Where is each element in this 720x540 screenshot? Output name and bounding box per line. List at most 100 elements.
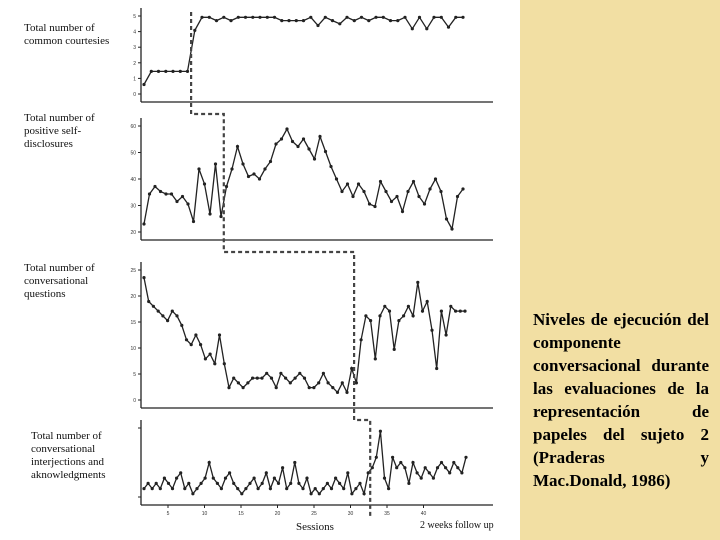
data-point (213, 162, 218, 166)
panel-4-series-line (143, 431, 467, 497)
data-point (435, 366, 439, 371)
data-point (236, 381, 240, 385)
y-tick-label: 5 (133, 372, 136, 378)
data-point (312, 157, 317, 161)
figure-caption: Niveles de ejecución del componente conv… (533, 310, 709, 490)
x-tick-label: 15 (238, 511, 244, 517)
data-point (460, 471, 464, 475)
data-point (309, 492, 313, 496)
data-point (251, 376, 255, 380)
data-point (199, 481, 203, 485)
data-point (422, 202, 427, 206)
data-point (289, 481, 293, 485)
data-point (323, 149, 328, 154)
data-point (312, 386, 316, 390)
data-point (431, 476, 435, 480)
x-tick-label: 40 (421, 511, 427, 517)
data-point (356, 182, 361, 186)
data-point (359, 338, 363, 342)
data-point (326, 381, 330, 385)
data-point (446, 25, 451, 29)
data-point (367, 202, 372, 206)
data-point (200, 15, 204, 19)
data-point (362, 189, 366, 194)
data-point (346, 471, 350, 475)
data-point (329, 164, 333, 169)
data-point (235, 144, 240, 149)
data-point (257, 177, 262, 181)
data-point (151, 304, 155, 308)
data-point (373, 357, 377, 361)
data-point (279, 137, 284, 141)
data-point (455, 194, 460, 199)
data-point (416, 280, 420, 284)
data-point (387, 309, 392, 313)
data-point (330, 19, 335, 23)
data-point (203, 357, 207, 361)
data-point (309, 15, 313, 19)
x-tick-label: 35 (384, 511, 390, 517)
x-axis-label: Sessions (296, 521, 334, 533)
data-point (458, 309, 462, 313)
data-point (345, 182, 350, 186)
data-point (175, 476, 179, 480)
data-point (403, 466, 407, 470)
data-point (425, 27, 429, 31)
data-point (313, 487, 317, 491)
data-point (280, 19, 284, 23)
data-point (454, 15, 458, 19)
data-point (169, 192, 174, 196)
data-point (272, 476, 276, 480)
panel-4-ylabel: Total number of conversational interject… (31, 430, 106, 481)
data-point (268, 159, 273, 164)
data-point (411, 314, 415, 318)
data-point (222, 15, 226, 19)
data-point (297, 481, 301, 485)
data-point (197, 167, 201, 171)
panel-2-series-line (143, 127, 464, 231)
data-point (203, 476, 207, 480)
data-point (317, 381, 321, 385)
data-point (207, 15, 211, 19)
data-point (384, 189, 388, 194)
data-point (411, 460, 415, 465)
data-point (150, 487, 154, 491)
data-point (161, 314, 165, 318)
data-point (199, 343, 203, 347)
data-point (274, 142, 278, 146)
data-point (149, 69, 153, 73)
data-point (388, 19, 393, 23)
data-point (294, 19, 298, 23)
data-point (232, 376, 236, 380)
data-point (219, 214, 223, 219)
data-point (211, 476, 215, 480)
data-point (285, 127, 289, 131)
data-point (252, 476, 256, 480)
data-point (428, 187, 432, 191)
data-point (400, 209, 405, 214)
data-point (403, 15, 407, 19)
data-point (170, 309, 174, 313)
data-point (170, 487, 175, 491)
data-point (417, 194, 421, 199)
data-point (248, 481, 252, 485)
y-tick-label: 50 (130, 151, 136, 157)
data-point (366, 471, 370, 475)
data-point (268, 487, 272, 491)
data-point (272, 15, 277, 19)
divider (514, 0, 520, 540)
data-point (335, 390, 340, 394)
data-point (142, 82, 146, 87)
data-point (307, 386, 311, 390)
data-point (296, 144, 300, 149)
data-point (430, 328, 434, 332)
y-tick-label: 25 (130, 268, 136, 274)
data-point (321, 371, 325, 375)
data-point (264, 471, 268, 475)
y-tick-label: 5 (133, 14, 136, 20)
data-point (367, 19, 371, 23)
data-point (331, 386, 335, 390)
data-point (255, 376, 259, 380)
data-point (325, 481, 329, 485)
data-point (187, 481, 191, 485)
